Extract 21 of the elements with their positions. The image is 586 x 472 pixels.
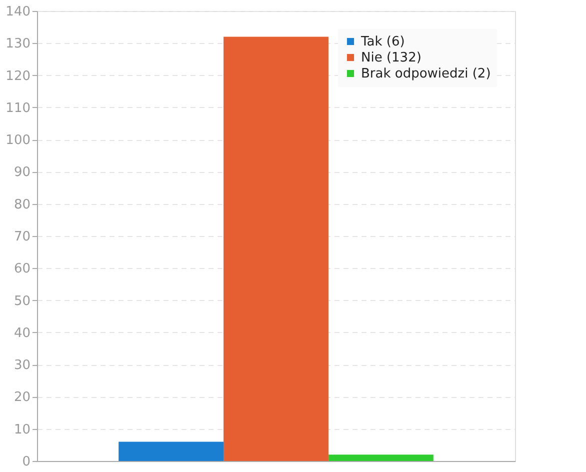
y-tick-label: 50 [14, 294, 30, 309]
y-tick-label: 40 [14, 326, 30, 341]
y-tick-label: 10 [14, 422, 30, 438]
y-tick-label: 100 [6, 133, 30, 148]
y-tick-label: 70 [14, 230, 30, 244]
y-tick-label: 110 [6, 100, 30, 116]
legend-label: Tak (6) [360, 34, 405, 50]
legend-label: Nie (132) [361, 50, 422, 66]
y-tick-label: 20 [14, 390, 30, 406]
y-tick-label: 120 [6, 68, 30, 84]
y-tick-label: 80 [14, 197, 30, 212]
bar [328, 454, 434, 461]
y-tick-label: 90 [14, 165, 30, 180]
y-tick-label: 140 [6, 4, 30, 20]
legend-label: Brak odpowiedzi (2) [361, 66, 491, 82]
bar [118, 442, 224, 461]
y-tick-label: 60 [14, 262, 30, 277]
y-tick-label: 0 [22, 454, 30, 470]
y-tick-label: 30 [14, 358, 30, 374]
bar [224, 36, 328, 461]
y-tick-label: 130 [6, 36, 30, 52]
